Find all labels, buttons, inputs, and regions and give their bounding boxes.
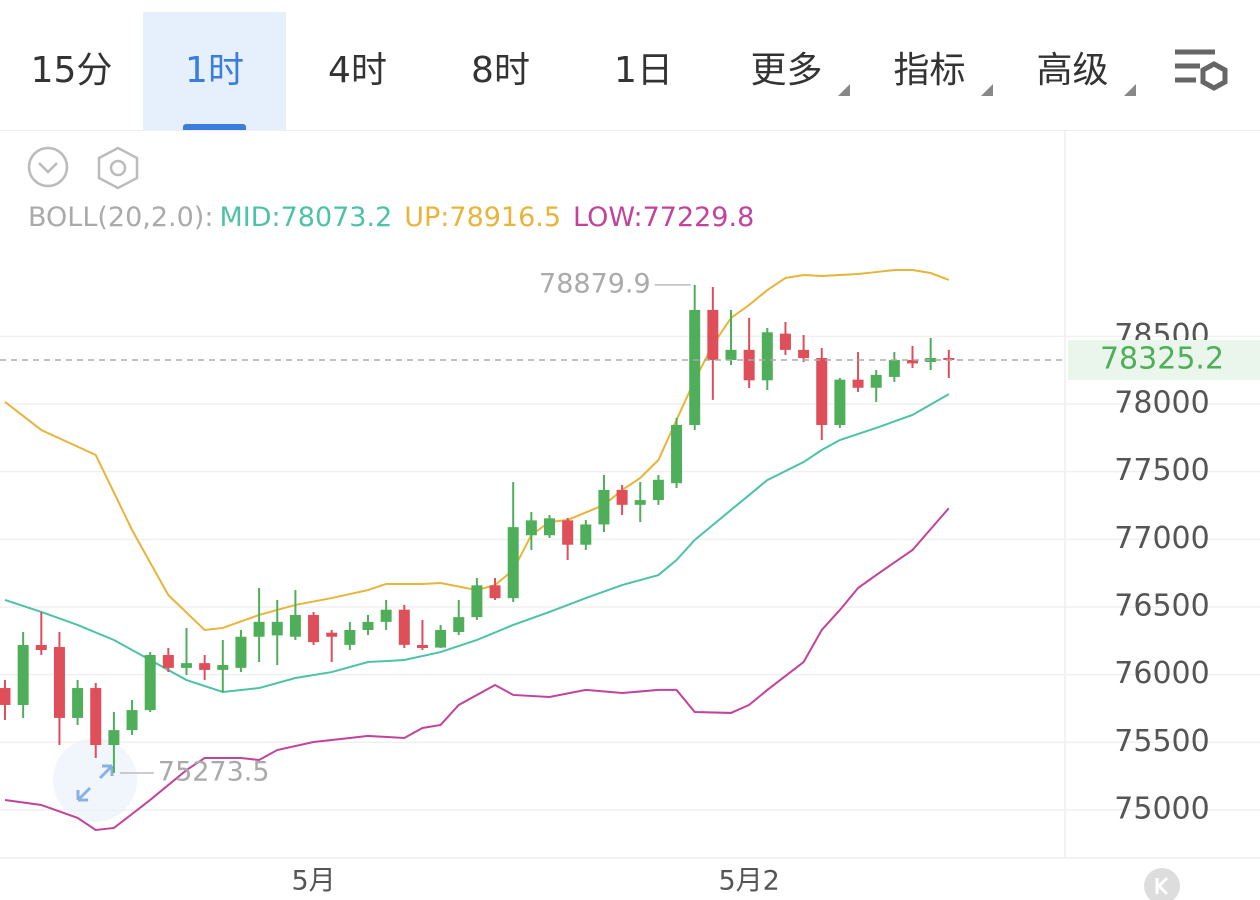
y-tick-label: 77500	[1114, 453, 1209, 488]
candle-body	[344, 629, 356, 645]
candle-body	[199, 663, 211, 670]
candle-body	[761, 332, 773, 381]
candle-body	[907, 360, 918, 364]
candle-body	[834, 379, 846, 425]
tab[interactable]: 1日	[614, 50, 673, 91]
dropdown-arrow	[1124, 84, 1136, 96]
annotation-label: 75273.5	[158, 756, 270, 787]
dropdown-arrow	[838, 84, 850, 96]
candle-body	[108, 730, 120, 746]
legend-value: 77229.8	[643, 202, 755, 233]
candle-body	[652, 479, 664, 501]
x-tick-label: 5月2	[718, 866, 779, 897]
tab[interactable]: 1时	[143, 12, 286, 130]
candle-body	[162, 655, 174, 668]
candle-body	[707, 309, 719, 361]
y-tick-label: 77000	[1114, 521, 1209, 556]
y-tick-label: 75500	[1114, 724, 1209, 759]
candle-body	[17, 645, 29, 705]
legend-name: UP:	[404, 202, 449, 233]
collapse-arrow	[38, 162, 58, 174]
candle-body	[416, 645, 428, 648]
candle-body	[616, 489, 628, 505]
dropdown-arrow	[981, 84, 993, 96]
tab[interactable]: 更多	[750, 50, 823, 91]
indicator-legend: BOLL(20,2.0): MID:78073.2 UP:78916.5 LOW:77…	[28, 202, 754, 233]
boll-line	[4, 269, 950, 632]
legend-value: 78916.5	[449, 202, 561, 233]
legend-name: LOW:	[573, 202, 643, 233]
boll-line	[4, 393, 950, 693]
y-tick-label: 76000	[1114, 656, 1209, 691]
candle-body	[0, 688, 11, 705]
candle-body	[580, 524, 592, 545]
annotation-label: 78879.9	[539, 268, 651, 299]
tab[interactable]: 高级	[1036, 50, 1109, 91]
candle-body	[90, 688, 102, 746]
x-tick-label: 5月	[291, 866, 335, 897]
candle-body	[53, 647, 65, 718]
candle-body	[489, 585, 501, 599]
tab[interactable]: 4时	[328, 50, 387, 91]
legend-name: MID:	[219, 202, 280, 233]
indicator-label: BOLL(20,2.0):	[28, 202, 213, 233]
tab[interactable]: 指标	[893, 50, 966, 91]
candle-body	[925, 357, 937, 363]
settings-icon[interactable]	[1175, 49, 1228, 91]
candle-body	[779, 333, 791, 350]
candle-body	[217, 665, 229, 670]
candle-body	[435, 629, 447, 648]
fullscreen-icon	[76, 764, 114, 802]
candle-body	[471, 585, 483, 618]
candle-body	[743, 349, 755, 381]
candle-body	[235, 636, 247, 668]
candle-body	[308, 614, 320, 643]
last-price-tag	[1068, 339, 1260, 380]
tab[interactable]: 8时	[471, 50, 530, 91]
candle-body	[525, 520, 537, 536]
candle-body	[144, 655, 156, 711]
candle-body	[888, 360, 900, 377]
candle-body	[634, 500, 646, 505]
candle-body	[507, 527, 519, 599]
candle-body	[598, 489, 610, 525]
candle-body	[181, 663, 192, 668]
indicator-settings-dot	[109, 159, 127, 177]
candle-body	[35, 645, 47, 651]
boll-line	[4, 507, 950, 832]
candle-body	[671, 424, 683, 484]
y-tick-label: 78000	[1114, 385, 1209, 420]
candle-body	[289, 614, 301, 637]
y-tick-label: 76500	[1114, 588, 1209, 623]
candle-body	[453, 617, 465, 633]
y-tick-label: 75000	[1114, 791, 1209, 826]
candle-body	[689, 309, 701, 425]
fullscreen-button[interactable]	[53, 738, 137, 822]
indicator-settings-icon[interactable]	[97, 146, 139, 190]
candle-body	[126, 710, 138, 731]
candle-body	[398, 609, 410, 645]
candle-body	[362, 621, 374, 630]
candle-body	[72, 688, 84, 718]
candle-body	[725, 349, 737, 361]
candle-body	[253, 621, 265, 637]
tab-bar: 15分 1时 4时 8时 1日 更多 指标 高级	[0, 0, 1260, 131]
legend-value: 78073.2	[281, 202, 393, 233]
candle-body	[326, 632, 338, 637]
candle-body	[562, 520, 574, 545]
candle-body	[271, 621, 283, 636]
scroll-start-icon	[1155, 876, 1169, 896]
last-price-label: 78325.2	[1100, 341, 1224, 376]
candle-body	[852, 379, 864, 388]
candle-body	[943, 357, 955, 360]
candle-body	[544, 518, 555, 536]
tab[interactable]: 15分	[30, 50, 113, 91]
candle-body	[380, 609, 392, 622]
candle-body	[870, 374, 882, 388]
collapse-icon[interactable]	[27, 146, 69, 188]
candle-body	[798, 349, 810, 358]
candle-body	[816, 357, 828, 425]
